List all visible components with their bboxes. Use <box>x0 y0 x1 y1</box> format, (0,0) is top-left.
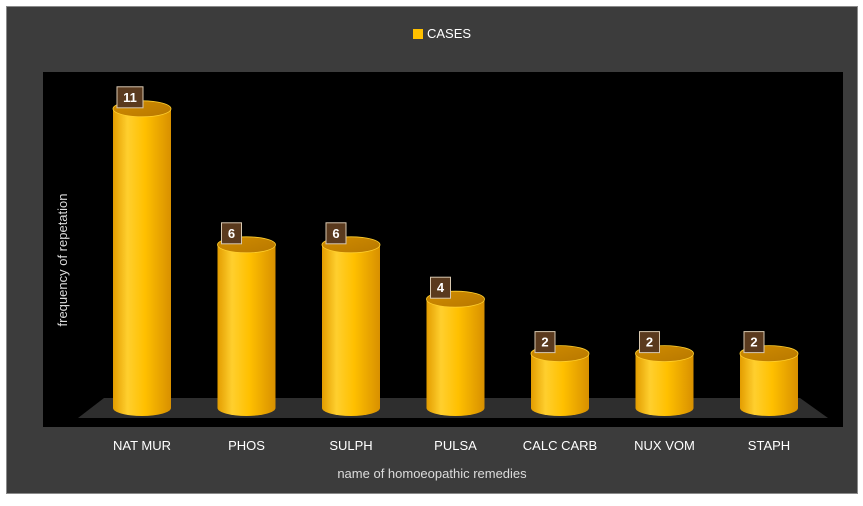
bar: 6 <box>321 222 381 416</box>
data-label-box <box>743 331 765 354</box>
x-tick-label: NAT MUR <box>113 438 171 453</box>
data-label: 6 <box>228 226 235 241</box>
bar: 6 <box>217 222 276 416</box>
bar-body <box>322 244 380 416</box>
x-tick-label: SULPH <box>329 438 372 453</box>
data-label: 6 <box>332 226 339 241</box>
bars-group: 11 6 6 4 2 2 2 <box>112 86 799 417</box>
data-label-box <box>325 222 347 245</box>
x-tick-label: NUX VOM <box>634 438 695 453</box>
data-label: 4 <box>437 280 445 295</box>
bar-body <box>531 353 589 416</box>
x-tick-label: CALC CARB <box>523 438 597 453</box>
bar: 2 <box>530 331 590 416</box>
data-label-box <box>430 276 451 299</box>
data-label: 2 <box>541 335 548 350</box>
legend-label: CASES <box>427 26 471 41</box>
legend-swatch <box>413 29 423 39</box>
bar: 11 <box>112 86 172 417</box>
bar-body <box>217 244 276 416</box>
data-label: 11 <box>123 90 137 105</box>
x-tick-label: PULSA <box>434 438 477 453</box>
data-label-box <box>639 331 660 354</box>
bar-body <box>113 108 171 417</box>
data-label-box <box>221 222 242 245</box>
x-tick-label: PHOS <box>228 438 265 453</box>
legend: CASES <box>413 26 471 41</box>
bar: 4 <box>426 276 485 416</box>
data-label-box <box>116 86 144 109</box>
bar-body <box>426 299 485 416</box>
bar: 2 <box>739 331 799 416</box>
x-tick-label: STAPH <box>748 438 790 453</box>
data-label: 2 <box>750 335 757 350</box>
bar: 2 <box>635 331 694 416</box>
x-tick-labels: NAT MUR PHOS SULPH PULSA CALC CARB NUX VOM STA… <box>113 438 790 453</box>
x-axis-title: name of homoeopathic remedies <box>337 466 527 481</box>
data-label-box <box>534 331 556 354</box>
data-label: 2 <box>646 335 653 350</box>
y-axis-title: frequency of repetation <box>55 194 70 327</box>
bar-body <box>635 353 694 416</box>
bar-body <box>740 353 798 416</box>
